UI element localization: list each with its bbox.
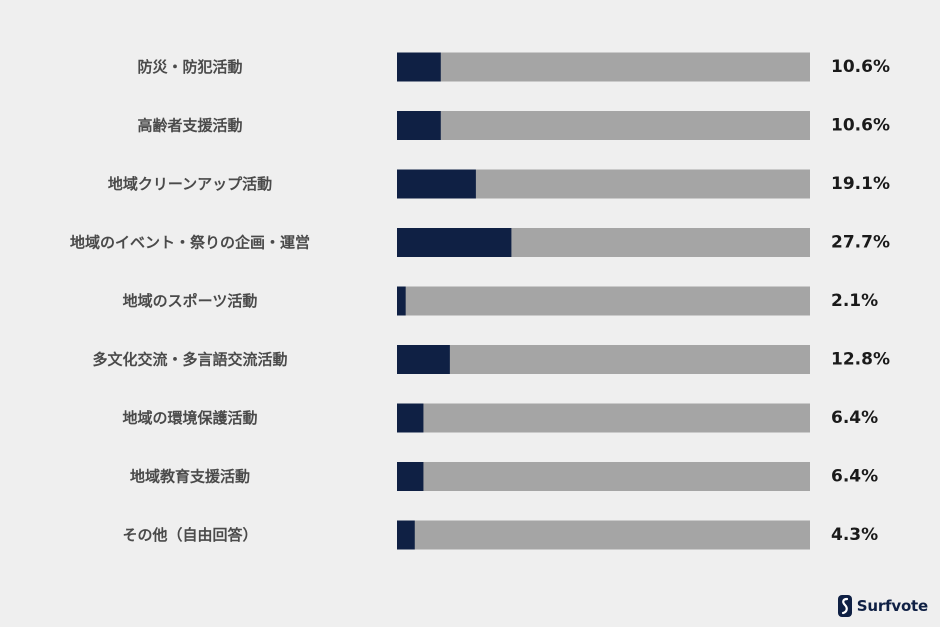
value-label: 10.6% [831,116,890,136]
bar-remainder [397,286,810,316]
bar-remainder [397,520,810,550]
value-label: 6.4% [831,467,878,487]
category-label: 地域クリーンアップ活動 [108,175,272,193]
bar-value [397,52,441,82]
category-label: 防災・防犯活動 [137,58,242,76]
bar-value [397,520,415,550]
bar-value [397,111,441,140]
category-label: 多文化交流・多言語交流活動 [92,351,287,369]
bar-remainder [397,345,810,374]
value-label: 27.7% [831,233,890,253]
category-label: 地域の環境保護活動 [122,409,257,427]
surfvote-logo: Surfvote [837,595,928,617]
value-label: 10.6% [831,57,890,77]
category-label: 高齢者支援活動 [137,117,242,135]
bar-value [397,462,424,491]
bar-value [397,403,424,433]
surfvote-logo-icon [837,595,852,617]
bar-remainder [397,52,810,82]
bar-value [397,345,450,374]
bar-value [397,286,406,316]
category-label: 地域のスポーツ活動 [123,292,258,310]
bar-remainder [397,403,810,433]
value-label: 19.1% [831,174,890,194]
category-label: 地域教育支援活動 [130,468,250,486]
value-label: 4.3% [831,525,878,545]
value-label: 12.8% [831,350,890,370]
surfvote-logo-text: Surfvote [856,597,928,615]
category-label: その他（自由回答） [122,526,257,544]
value-label: 2.1% [831,291,878,311]
value-label: 6.4% [831,408,878,428]
bar-remainder [397,111,810,140]
bar-remainder [397,462,810,491]
bar-value [397,169,476,199]
bar-value [397,228,512,257]
category-label: 地域のイベント・祭りの企画・運営 [70,234,310,252]
